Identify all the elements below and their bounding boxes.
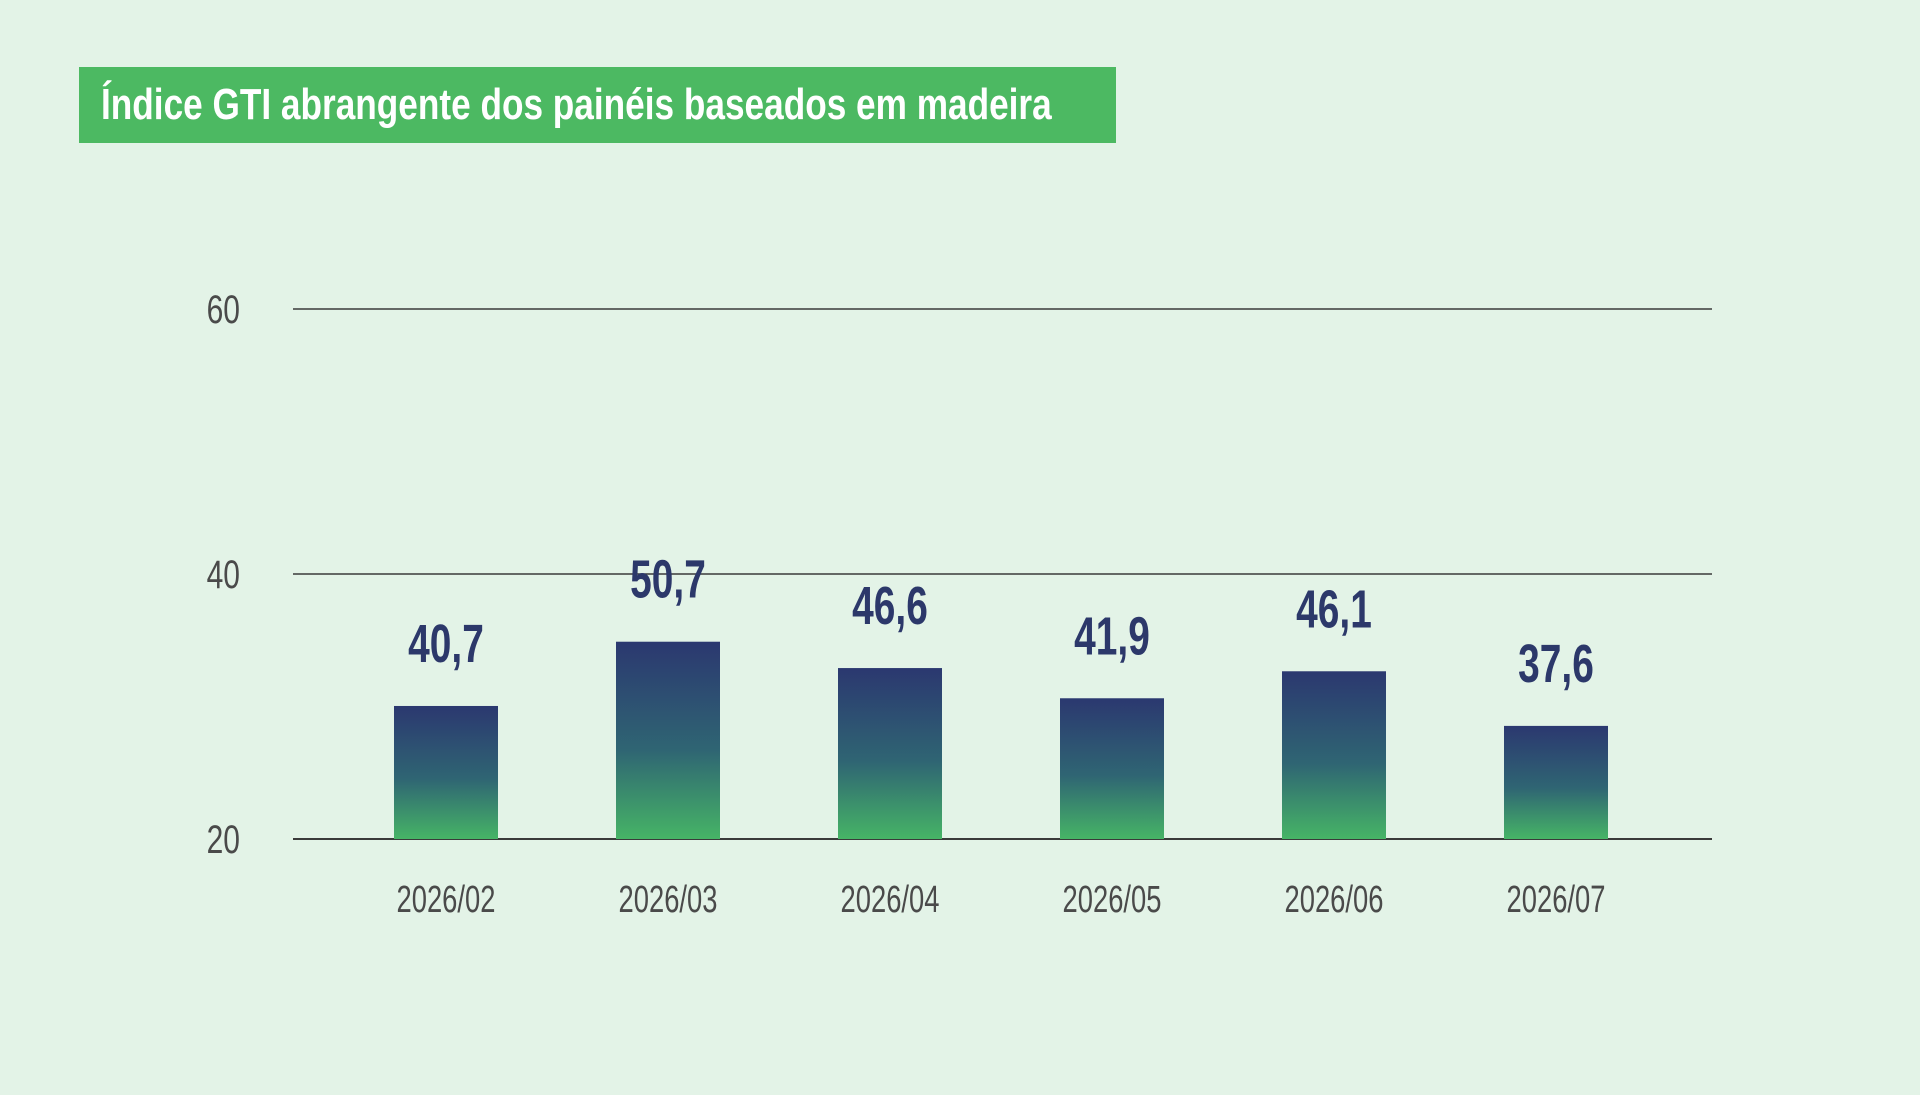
bar-2026/02 <box>394 705 498 839</box>
bar-2026/05 <box>1060 698 1164 839</box>
chart-title-banner: Índice GTI abrangente dos painéis basead… <box>79 67 1116 143</box>
x-tick-label-2026/03: 2026/03 <box>619 879 718 921</box>
y-tick-label: 20 <box>207 818 240 862</box>
value-label-2026/07: 37,6 <box>1518 633 1594 694</box>
bar-2026/06 <box>1282 671 1386 839</box>
x-tick-label-2026/02: 2026/02 <box>397 879 496 921</box>
gridlines <box>293 308 1712 840</box>
x-tick-label-2026/06: 2026/06 <box>1285 879 1384 921</box>
y-axis: 20 40 60 <box>207 288 240 862</box>
value-label-2026/06: 46,1 <box>1296 578 1372 639</box>
x-tick-label-2026/05: 2026/05 <box>1063 879 1162 921</box>
value-label-2026/02: 40,7 <box>408 613 484 674</box>
value-label-2026/05: 41,9 <box>1074 605 1150 666</box>
y-tick-label: 60 <box>207 288 240 332</box>
bar-2026/07 <box>1504 725 1608 839</box>
value-label-2026/03: 50,7 <box>630 548 706 609</box>
x-axis: 2026/02 2026/03 2026/04 2026/05 2026/06 2026/… <box>397 879 1606 921</box>
chart-title: Índice GTI abrangente dos painéis basead… <box>101 80 1052 129</box>
value-labels: 40,7 50,7 46,6 41,9 46,1 37,6 <box>408 548 1594 693</box>
value-label-2026/04: 46,6 <box>852 575 928 636</box>
x-tick-label-2026/04: 2026/04 <box>841 879 940 921</box>
y-tick-label: 40 <box>207 553 240 597</box>
x-tick-label-2026/07: 2026/07 <box>1507 879 1606 921</box>
bar-2026/04 <box>838 668 942 839</box>
bar-2026/03 <box>616 641 720 839</box>
bars <box>394 641 1608 839</box>
